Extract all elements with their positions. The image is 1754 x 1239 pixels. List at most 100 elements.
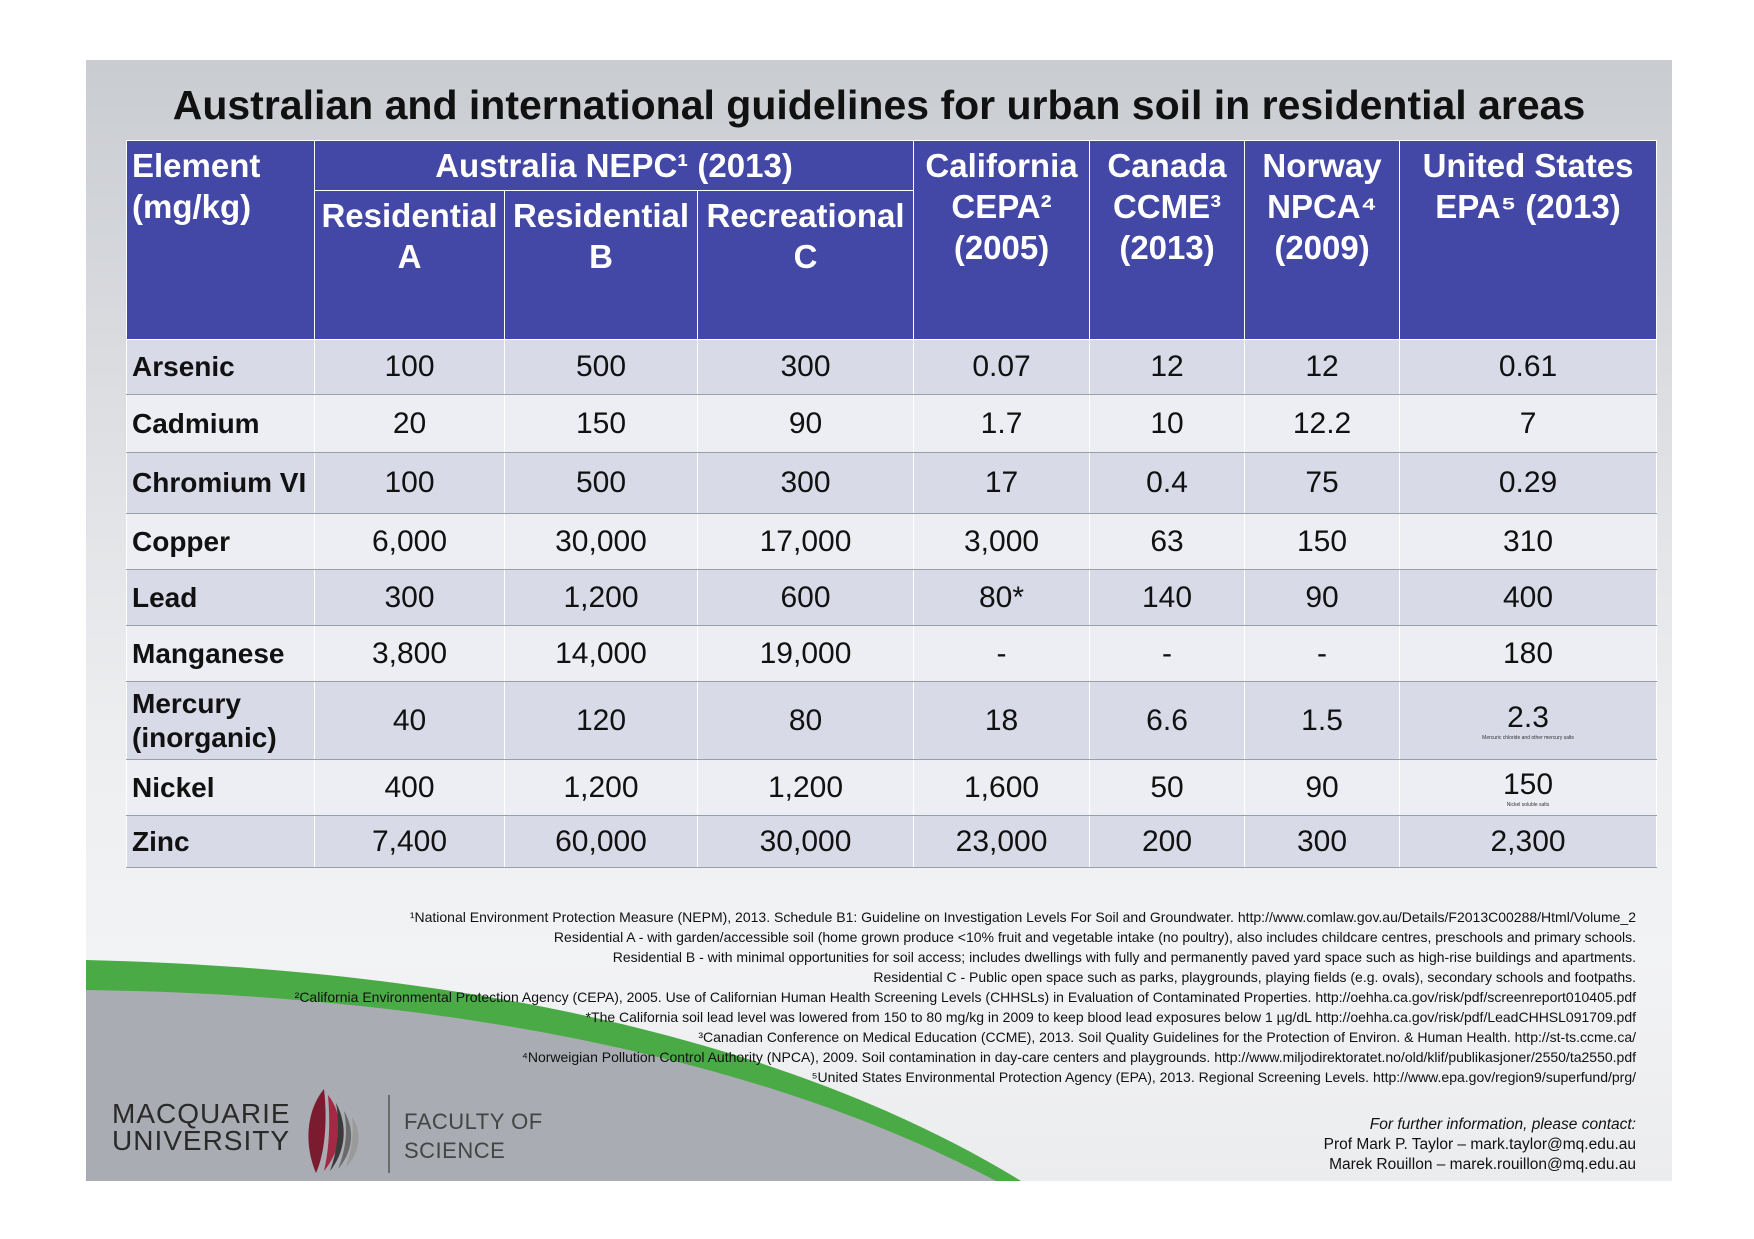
- value-cell: 80*: [913, 569, 1091, 626]
- footnote: ¹National Environment Protection Measure…: [409, 909, 1636, 925]
- value-cell: 400: [1399, 569, 1658, 626]
- value-cell: 7: [1399, 394, 1658, 453]
- value-cell: 30,000: [504, 513, 698, 570]
- element-name-cell: Arsenic: [126, 339, 315, 395]
- value-cell: 0.07: [913, 339, 1091, 395]
- header-element: Element (mg/kg): [126, 140, 315, 340]
- table-row: Chromium VI 100 500 300 17 0.4 75 0.29: [126, 452, 1658, 514]
- value-cell: 12: [1244, 339, 1401, 395]
- table-header: Element (mg/kg) Australia NEPC¹ (2013) Ca…: [126, 140, 1658, 340]
- element-name-cell: Chromium VI: [126, 452, 315, 514]
- green-band: [86, 960, 1021, 1181]
- footnote: ³Canadian Conference on Medical Educatio…: [698, 1029, 1636, 1045]
- value-cell: 90: [1244, 569, 1401, 626]
- element-name-cell: Lead: [126, 569, 315, 626]
- value-cell: 12: [1089, 339, 1246, 395]
- value-cell: 6.6: [1089, 681, 1246, 760]
- table-row: Arsenic 100 500 300 0.07 12 12 0.61: [126, 339, 1658, 395]
- footnote: ⁵United States Environmental Protection …: [811, 1069, 1636, 1085]
- value-cell: 0.4: [1089, 452, 1246, 514]
- element-name-cell: Nickel: [126, 759, 315, 816]
- table-row: Zinc 7,400 60,000 30,000 23,000 200 300 2,300: [126, 815, 1658, 868]
- value-cell: 1,200: [504, 759, 698, 816]
- table-row: Manganese 3,800 14,000 19,000- - -180: [126, 625, 1658, 682]
- value-cell: 17: [913, 452, 1091, 514]
- value-cell: 300: [696, 452, 915, 514]
- header-norway-npca: Norway NPCA⁴ (2009): [1244, 140, 1401, 340]
- fine-print: Mercuric chloride and other mercury salt…: [1482, 734, 1574, 741]
- table-row: Copper 6,000 30,000 17,000 3,000 63 150 310: [126, 513, 1658, 570]
- value-cell: 500: [504, 452, 698, 514]
- value-cell: 100: [314, 452, 505, 514]
- university-name: MACQUARIE UNIVERSITY: [112, 1098, 291, 1156]
- footnote: ²California Environmental Protection Age…: [294, 989, 1636, 1005]
- subheader-residential-a: Residential A: [314, 190, 505, 340]
- contact-intro: For further information, please contact:: [1369, 1116, 1636, 1133]
- element-name-cell: Cadmium: [126, 394, 315, 453]
- value-cell: 0.61: [1399, 339, 1658, 395]
- faculty-name: FACULTY OF SCIENCE: [404, 1109, 543, 1163]
- value-cell: 18: [913, 681, 1091, 760]
- value-cell: 6,000: [314, 513, 505, 570]
- value-cell: 150: [504, 394, 698, 453]
- contact-line: Marek Rouillon – marek.rouillon@mq.edu.a…: [1329, 1156, 1636, 1173]
- subheader-residential-b: Residential B: [504, 190, 698, 340]
- contact-line: Prof Mark P. Taylor – mark.taylor@mq.edu…: [1323, 1136, 1636, 1153]
- footnote: *The California soil lead level was lowe…: [585, 1009, 1636, 1025]
- value-cell: 1.7: [913, 394, 1091, 453]
- footnote: Residential C - Public open space such a…: [873, 969, 1636, 985]
- footnotes: ¹National Environment Protection Measure…: [295, 907, 1636, 1087]
- table-row: Mercury (inorganic) 40 120 80 18 6.6 1.5 2.3 Merc…: [126, 681, 1658, 760]
- value-cell: 50: [1089, 759, 1246, 816]
- value-cell: 300: [314, 569, 505, 626]
- value-cell: 120: [504, 681, 698, 760]
- value-cell: 3,800: [314, 625, 505, 682]
- value-cell: 19,000: [696, 625, 915, 682]
- value-cell: 180: [1399, 625, 1658, 682]
- fine-print: Nickel soluble salts: [1506, 801, 1550, 808]
- subheader-recreational-c: Recreational C: [696, 190, 915, 340]
- table-row: Nickel 400 1,200 1,200 1,600 50 90 150 Nickel so…: [126, 759, 1658, 816]
- footnote: Residential A - with garden/accessible s…: [553, 929, 1636, 945]
- value-cell: 7,400: [314, 815, 505, 868]
- value-cell: 90: [1244, 759, 1401, 816]
- value-cell: 23,000: [913, 815, 1091, 868]
- value-cell: -: [1244, 625, 1401, 682]
- header-australia-nepc: Australia NEPC¹ (2013): [313, 140, 915, 191]
- value-cell: -: [1089, 625, 1246, 682]
- header-california-cepa: California CEPA² (2005): [913, 140, 1091, 340]
- value-cell: -: [913, 625, 1091, 682]
- value-cell: 150: [1244, 513, 1401, 570]
- value-cell: 500: [504, 339, 698, 395]
- slide: Australian and international guidelines …: [86, 60, 1672, 1181]
- value-cell: 300: [1244, 815, 1401, 868]
- value-cell: 75: [1244, 452, 1401, 514]
- value-cell: 310: [1399, 513, 1658, 570]
- value-cell: 1,200: [696, 759, 915, 816]
- slide-title: Australian and international guidelines …: [172, 82, 1586, 128]
- footnote: ⁴Norweigian Pollution Control Authority …: [521, 1049, 1636, 1065]
- element-name-cell: Copper: [126, 513, 315, 570]
- value-cell: 60,000: [504, 815, 698, 868]
- value-cell: 30,000: [696, 815, 915, 868]
- value-cell: 1.5: [1244, 681, 1401, 760]
- value-cell: 140: [1089, 569, 1246, 626]
- value-cell: 10: [1089, 394, 1246, 453]
- value-cell: 2,300: [1399, 815, 1658, 868]
- value-cell: 1,600: [913, 759, 1091, 816]
- value-cell: 150 Nickel soluble salts: [1399, 759, 1658, 816]
- value-cell: 20: [314, 394, 505, 453]
- element-name-cell: Mercury (inorganic): [126, 681, 315, 760]
- value-cell: 200: [1089, 815, 1246, 868]
- value-cell: 1,200: [504, 569, 698, 626]
- value-cell: 100: [314, 339, 505, 395]
- value-cell: 80: [696, 681, 915, 760]
- value-cell: 3,000: [913, 513, 1091, 570]
- logo-divider: [388, 1095, 390, 1173]
- table-body: Arsenic 100 500 300 0.07 12 12 0.61 Cadmium 20 150…: [126, 339, 1658, 868]
- value-cell: 12.2: [1244, 394, 1401, 453]
- element-name-cell: Zinc: [126, 815, 315, 868]
- header-canada-ccme: Canada CCME³ (2013): [1089, 140, 1246, 340]
- value-cell: 14,000: [504, 625, 698, 682]
- footnote: Residential B - with minimal opportuniti…: [612, 949, 1636, 965]
